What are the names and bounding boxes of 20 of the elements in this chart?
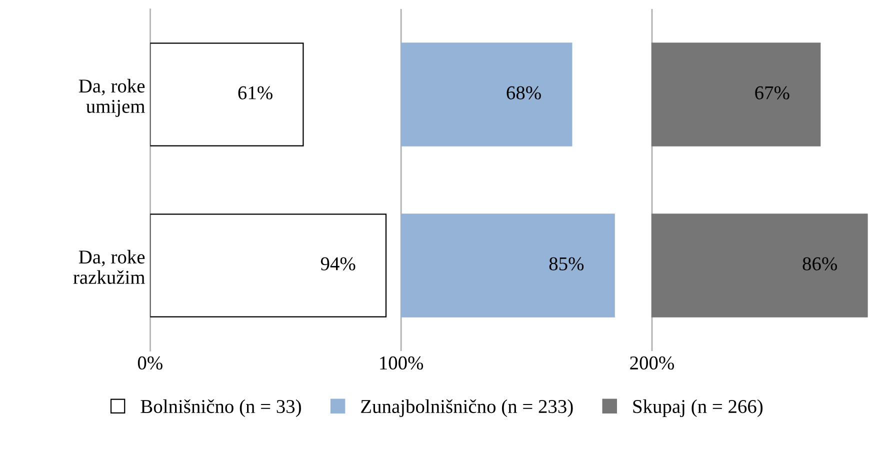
y-tick-label: Da, roke umijem bbox=[78, 78, 145, 117]
x-tick-label: 100% bbox=[380, 356, 424, 370]
bar bbox=[400, 214, 615, 318]
bar bbox=[150, 42, 304, 146]
data-label: 67% bbox=[755, 86, 790, 100]
bar bbox=[150, 214, 387, 318]
data-label: 68% bbox=[506, 86, 541, 100]
x-tick-label: 0% bbox=[138, 356, 162, 370]
data-label: 85% bbox=[549, 257, 584, 270]
bar bbox=[651, 214, 868, 318]
legend-label: Skupaj (n = 266) bbox=[633, 399, 763, 418]
bar bbox=[400, 42, 572, 146]
data-label: 94% bbox=[320, 257, 356, 270]
legend-label: Bolnišnično (n = 33) bbox=[140, 399, 301, 418]
x-tick-label: 200% bbox=[630, 356, 674, 370]
data-label: 86% bbox=[802, 257, 837, 270]
y-tick-label: Da, roke razkužim bbox=[73, 250, 145, 284]
data-label: 61% bbox=[238, 86, 272, 100]
legend-label: Zunajbolnišnično (n = 233) bbox=[361, 399, 573, 418]
bar bbox=[651, 42, 821, 146]
